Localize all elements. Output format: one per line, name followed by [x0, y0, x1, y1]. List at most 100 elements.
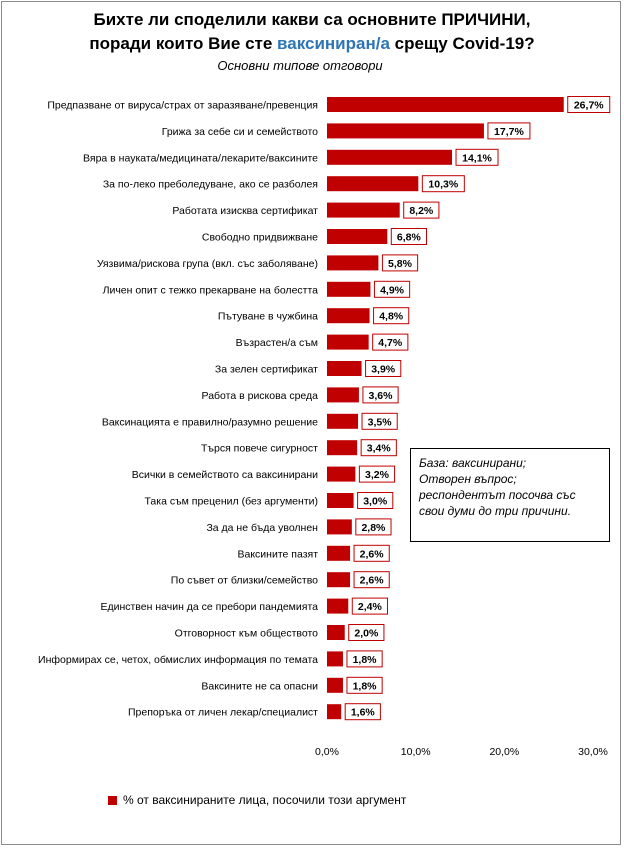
data-label-box	[346, 650, 383, 668]
data-label: 1,8%	[353, 654, 378, 666]
bar	[327, 519, 352, 535]
data-label: 2,0%	[354, 628, 379, 640]
data-label-box	[567, 96, 611, 113]
bar	[327, 625, 345, 640]
category-label: За да не бъда уволнен	[206, 522, 318, 534]
legend: % от ваксинираните лица, посочили този а…	[108, 793, 406, 807]
data-label: 2,6%	[360, 575, 385, 587]
bar	[327, 202, 400, 218]
chart-subtitle: Основни типове отговори	[217, 58, 383, 73]
bar	[327, 598, 349, 614]
bar	[327, 255, 379, 271]
title-line-2-end: срещу Covid-19?	[389, 34, 535, 53]
note-box: База: ваксинирани; Отворен въпрос; респо…	[410, 448, 610, 542]
category-label: Работата изисква сертификат	[172, 205, 318, 217]
data-label: 2,4%	[358, 601, 383, 613]
data-label-box	[403, 201, 440, 219]
data-label: 17,7%	[494, 126, 524, 138]
category-label: По съвет от близки/семейство	[171, 575, 318, 587]
data-label: 10,3%	[428, 179, 458, 191]
bar	[327, 97, 564, 112]
data-label-box	[360, 439, 397, 457]
data-label-box	[357, 492, 394, 509]
data-label: 3,6%	[369, 390, 394, 402]
data-label-box	[373, 307, 410, 325]
bar	[327, 308, 370, 324]
data-label: 3,4%	[367, 443, 392, 455]
x-tick-label: 30,0%	[578, 746, 608, 758]
data-label-box	[455, 148, 499, 166]
bar	[327, 545, 351, 561]
title-line-2: поради които Вие сте ваксиниран/а срещу …	[0, 32, 624, 56]
bar	[327, 572, 351, 588]
data-label: 8,2%	[409, 205, 434, 217]
bar	[327, 387, 359, 403]
category-label: Възрастен/а съм	[236, 337, 318, 349]
data-label: 1,6%	[351, 707, 376, 719]
data-label-box	[346, 676, 383, 694]
data-label-box	[348, 624, 385, 641]
category-label: Препоръка от личен лекар/специалист	[128, 707, 318, 719]
legend-swatch	[108, 795, 117, 805]
note-line-3: респондентът посочва със свои думи до тр…	[419, 488, 576, 518]
bar	[327, 281, 371, 297]
data-label: 4,8%	[379, 311, 404, 323]
chart-title: Бихте ли споделили какви са основните ПР…	[0, 8, 624, 56]
data-label-box	[353, 571, 390, 589]
data-label-box	[351, 597, 388, 615]
category-label: Грижа за себе си и семейството	[162, 126, 318, 138]
category-label: Ваксините не са опасни	[201, 680, 318, 692]
data-label: 4,7%	[378, 337, 403, 349]
title-highlight: ваксиниран/а	[277, 34, 390, 53]
title-line-2-start: поради които Вие сте	[89, 34, 278, 53]
data-label: 3,2%	[365, 469, 390, 481]
data-label-box	[365, 360, 402, 377]
note-line-1: База: ваксинирани;	[419, 456, 527, 470]
category-label: Ваксинацията е правилно/разумно решение	[102, 416, 318, 428]
title-line-1: Бихте ли споделили какви са основните ПР…	[93, 10, 531, 29]
data-label: 2,6%	[360, 548, 385, 560]
data-label: 3,5%	[368, 416, 393, 428]
data-label: 5,8%	[388, 258, 413, 270]
category-label: Вяра в науката/медицината/лекарите/вакси…	[83, 152, 318, 164]
bar	[327, 149, 453, 165]
data-label-box	[372, 333, 409, 351]
bar	[327, 229, 388, 244]
category-label: Уязвима/рискова група (вкл. със заболява…	[97, 258, 318, 270]
note-line-2: Отворен въпрос;	[419, 472, 517, 486]
category-label: Свободно придвижване	[202, 232, 318, 244]
data-label-box	[373, 280, 411, 298]
bar	[327, 361, 362, 376]
bar	[327, 677, 343, 693]
category-label: Работа в рискова среда	[202, 390, 319, 402]
data-label: 6,8%	[397, 232, 422, 244]
data-label-box	[362, 386, 399, 404]
category-label: Така съм преценил (без аргументи)	[144, 496, 318, 508]
data-label-box	[355, 518, 392, 536]
bar	[327, 176, 419, 192]
category-label: Пътуване в чужбина	[218, 311, 318, 323]
bar	[327, 413, 359, 429]
data-label: 3,0%	[363, 496, 388, 508]
bar	[327, 334, 369, 350]
data-label-box	[361, 412, 398, 430]
data-label-box	[381, 254, 419, 272]
category-label: Единствен начин да се пребори пандемията	[100, 601, 318, 613]
bar	[327, 466, 356, 482]
x-tick-label: 0,0%	[315, 746, 339, 758]
category-label: За по-леко преболедуване, ако се разболе…	[103, 179, 318, 191]
bar	[327, 440, 358, 456]
category-label: Предпазване от вируса/страх от заразяван…	[47, 100, 318, 112]
data-label: 26,7%	[574, 100, 604, 112]
legend-label: % от ваксинираните лица, посочили този а…	[123, 793, 407, 807]
data-label: 3,9%	[371, 364, 396, 376]
data-label-box	[353, 544, 390, 562]
data-label: 1,8%	[353, 680, 378, 692]
data-label-box	[344, 703, 381, 721]
category-label: Информирах се, четох, обмислих информаци…	[38, 654, 318, 666]
category-label: Личен опит с тежко прекарване на болестт…	[103, 284, 319, 296]
bar	[327, 651, 343, 667]
data-label: 2,8%	[361, 522, 386, 534]
